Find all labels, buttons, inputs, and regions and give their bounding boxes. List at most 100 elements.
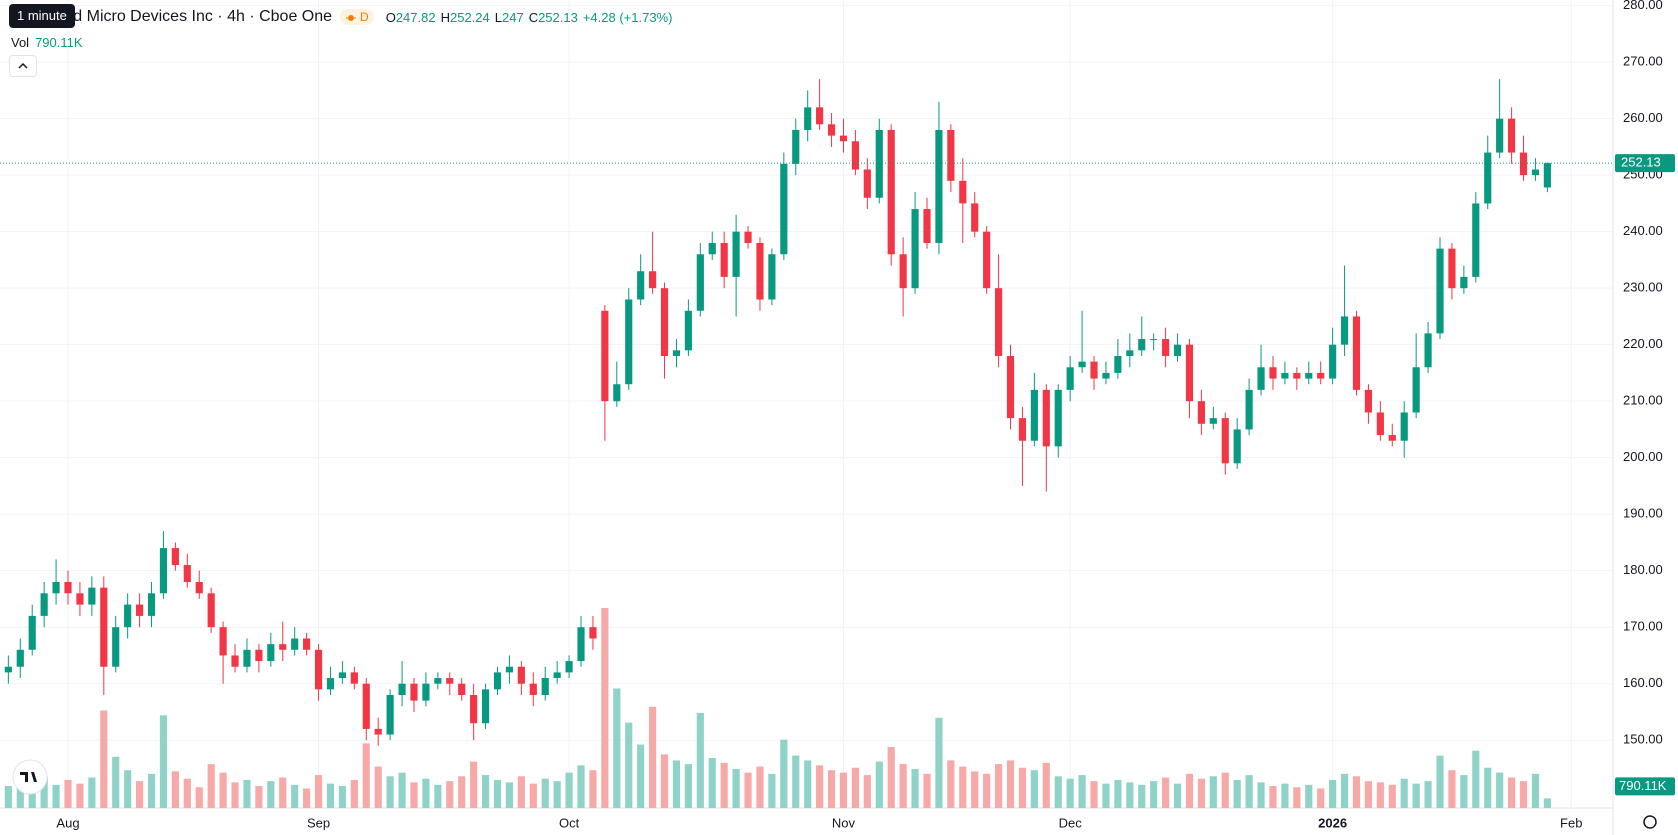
candle-body [1030, 389, 1038, 441]
candle-body [553, 672, 561, 679]
volume-bar [1531, 773, 1540, 808]
candle-body [1543, 163, 1551, 188]
volume-bar [1209, 776, 1217, 808]
volume-bar [959, 766, 967, 808]
candle-body [52, 581, 60, 594]
candle-body [744, 231, 752, 243]
volume-bar [577, 765, 585, 808]
volume-bar [1508, 777, 1516, 808]
volume-bar [470, 761, 478, 808]
ohlc-value: 252.24 [449, 9, 490, 25]
candle-body [923, 209, 931, 243]
volume-bar [1317, 788, 1325, 808]
volume-bar [1400, 778, 1408, 808]
candle-body [983, 231, 991, 289]
volume-bar [1114, 779, 1122, 808]
volume-bar [887, 747, 895, 808]
volume-bar [338, 786, 346, 808]
candle-body [303, 638, 311, 650]
candle-body [1066, 367, 1074, 390]
volume-bar [183, 778, 191, 808]
volume-bar [1543, 798, 1551, 808]
y-tick-label: 200.00 [1623, 449, 1663, 464]
candle-body [171, 548, 179, 566]
candle-body [64, 581, 72, 594]
candle-body [1340, 316, 1349, 345]
volume-bar [1412, 783, 1420, 808]
badge-text: D [360, 10, 369, 24]
volume-bar [1197, 778, 1205, 808]
candle-body [1042, 389, 1050, 447]
volume-bar [696, 712, 704, 808]
volume-bar [649, 706, 657, 808]
candle-body [76, 593, 84, 605]
volume-bar [40, 776, 48, 808]
x-tick-label: 2026 [1318, 815, 1347, 830]
last-price-tag [1615, 154, 1675, 173]
candle-body [1018, 418, 1027, 441]
candle-body [720, 242, 728, 277]
volume-bar [1162, 777, 1170, 808]
candle-body [112, 627, 120, 667]
volume-bar [1173, 783, 1182, 808]
volume-bar [1066, 778, 1074, 808]
candle-body [816, 107, 824, 125]
volume-bar [1293, 787, 1301, 808]
candle-body [1006, 355, 1015, 419]
volume-bar [1126, 782, 1134, 808]
volume-bar [899, 764, 907, 808]
candle-body [649, 271, 657, 289]
ohlc-low: L247 [495, 10, 524, 25]
candle-body [935, 129, 943, 243]
ohlc-open: O247.82 [386, 10, 436, 25]
volume-bar [112, 756, 120, 808]
volume-bar [851, 767, 859, 808]
collapse-button[interactable] [9, 55, 37, 77]
volume-bar [1054, 776, 1062, 808]
volume-bar [1018, 767, 1027, 808]
candle-body [16, 649, 24, 667]
candle-body [1102, 372, 1110, 379]
volume-bar [279, 777, 287, 808]
volume-bar [1150, 781, 1158, 808]
candle-body [1233, 429, 1241, 464]
volume-bar [231, 782, 239, 808]
volume-bar [911, 768, 919, 808]
ohlc-label: O [385, 9, 396, 25]
volume-bar [362, 743, 370, 808]
candle-body [470, 694, 478, 724]
volume-bar [147, 773, 156, 808]
candle-body [505, 666, 514, 673]
tooltip: 1 minute [9, 4, 75, 28]
volume-bar [923, 773, 931, 808]
volume-bar [374, 766, 382, 808]
candle-body [1078, 361, 1086, 368]
candle-body [338, 672, 346, 679]
y-tick-label: 260.00 [1623, 110, 1663, 125]
candle-body [1472, 203, 1480, 277]
volume-bar [1305, 784, 1313, 808]
candle-body [1245, 389, 1253, 430]
candle-body [792, 129, 800, 164]
volume-bar [565, 772, 573, 808]
candle-body [1293, 372, 1301, 379]
candle-body [1424, 333, 1432, 368]
volume-value: 790.11K [35, 34, 83, 50]
volume-bar [243, 779, 251, 808]
volume-bar [708, 758, 716, 808]
logo-mark [20, 772, 37, 782]
volume-bar [481, 775, 490, 808]
candle-body [410, 683, 418, 701]
volume-bar [1436, 755, 1444, 808]
volume-bar [1030, 770, 1038, 808]
volume-bar [839, 772, 848, 808]
candle-body [756, 242, 764, 300]
candle-body [947, 129, 955, 181]
candle-body [1090, 361, 1098, 379]
volume-bar [124, 770, 132, 808]
ohlc-value: 247.82 [395, 9, 436, 25]
volume-bar [780, 739, 788, 808]
y-tick-label: 150.00 [1623, 732, 1663, 747]
volume-bar [314, 775, 323, 808]
volume-bar [446, 781, 454, 808]
